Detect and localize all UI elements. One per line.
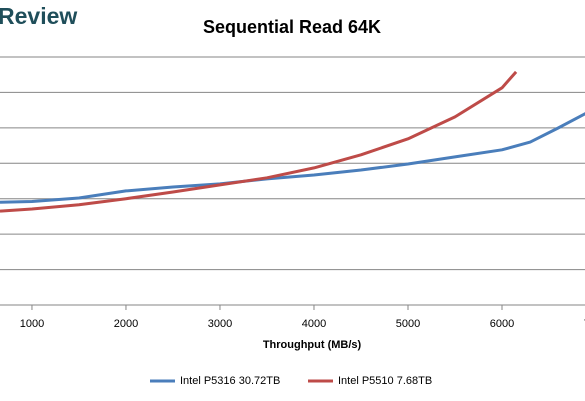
legend-label: Intel P5316 30.72TB — [180, 375, 280, 387]
x-tick-label: 7000 — [584, 318, 585, 330]
x-tick-label: 3000 — [208, 318, 232, 330]
logo: Review — [0, 3, 77, 29]
x-tick-label: 2000 — [114, 318, 138, 330]
chart-title: Sequential Read 64K — [203, 17, 381, 37]
x-tick-label: 4000 — [302, 318, 326, 330]
x-tick-label: 1000 — [20, 318, 44, 330]
x-axis-label: Throughput (MB/s) — [263, 339, 362, 351]
legend-label: Intel P5510 7.68TB — [338, 375, 432, 387]
series-line — [0, 112, 585, 204]
x-tick-label: 5000 — [396, 318, 420, 330]
x-tick-label: 6000 — [490, 318, 514, 330]
series-line — [0, 70, 518, 213]
